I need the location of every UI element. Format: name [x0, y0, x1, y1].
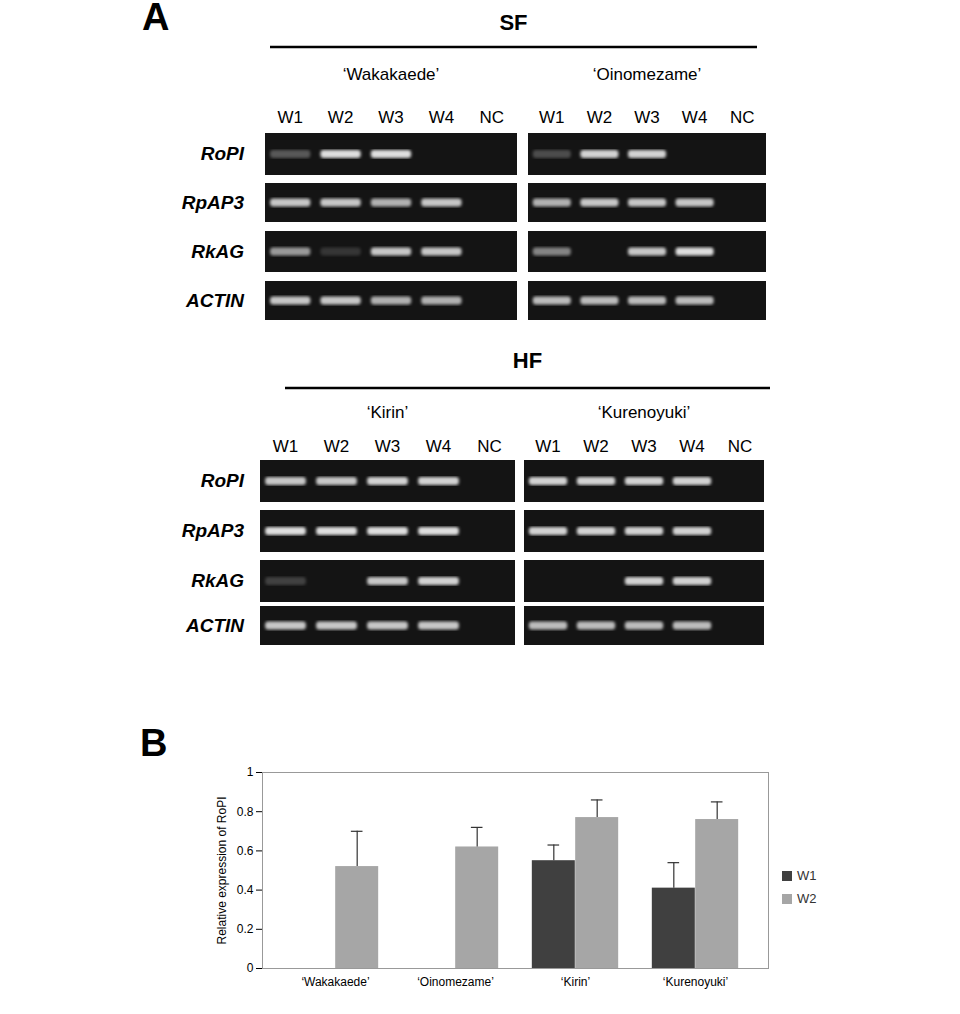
html-text:B: B [140, 722, 168, 764]
svg-text:W4: W4 [429, 108, 455, 127]
svg-text:W1: W1 [535, 437, 561, 456]
svg-text:W4: W4 [682, 108, 708, 127]
svg-text:RoPI: RoPI [201, 470, 245, 491]
svg-text:Relative expression of RoPI: Relative expression of RoPI [215, 796, 229, 944]
svg-text:RpAP3: RpAP3 [182, 520, 245, 541]
html-text:W1: W1 [797, 868, 817, 883]
svg-text:‘Oinomezame’: ‘Oinomezame’ [593, 65, 702, 84]
svg-text:W4: W4 [426, 437, 452, 456]
svg-text:NC: NC [730, 108, 755, 127]
svg-text:‘Kirin’: ‘Kirin’ [367, 403, 409, 422]
svg-text:0.8: 0.8 [237, 805, 254, 819]
svg-text:0.6: 0.6 [237, 844, 254, 858]
svg-text:W2: W2 [324, 437, 350, 456]
svg-text:W3: W3 [631, 437, 657, 456]
svg-text:W3: W3 [375, 437, 401, 456]
svg-text:‘Oinomezame’: ‘Oinomezame’ [417, 975, 494, 989]
svg-text:‘Kurenoyuki’: ‘Kurenoyuki’ [598, 403, 691, 422]
svg-text:NC: NC [477, 437, 502, 456]
html-text:W2: W2 [797, 891, 817, 906]
svg-text:‘Kirin’: ‘Kirin’ [561, 975, 590, 989]
svg-text:0.2: 0.2 [237, 922, 254, 936]
svg-text:NC: NC [728, 437, 753, 456]
svg-text:‘Wakakaede’: ‘Wakakaede’ [343, 65, 440, 84]
svg-text:RpAP3: RpAP3 [182, 192, 245, 213]
svg-text:0.4: 0.4 [237, 883, 254, 897]
svg-text:ACTIN: ACTIN [185, 290, 245, 311]
svg-text:NC: NC [480, 108, 505, 127]
svg-text:W1: W1 [273, 437, 299, 456]
svg-text:W3: W3 [378, 108, 404, 127]
svg-text:W2: W2 [587, 108, 613, 127]
svg-text:HF: HF [513, 348, 542, 373]
svg-text:A: A [142, 0, 169, 38]
svg-text:RoPI: RoPI [201, 143, 245, 164]
svg-text:‘Wakakaede’: ‘Wakakaede’ [301, 975, 369, 989]
svg-text:1: 1 [247, 765, 254, 779]
svg-text:W1: W1 [539, 108, 565, 127]
svg-text:W1: W1 [277, 108, 303, 127]
svg-text:ACTIN: ACTIN [185, 615, 245, 636]
svg-text:SF: SF [499, 10, 527, 35]
svg-text:W2: W2 [328, 108, 354, 127]
svg-text:0: 0 [247, 961, 254, 975]
svg-text:W2: W2 [583, 437, 609, 456]
svg-text:RkAG: RkAG [191, 241, 244, 262]
svg-text:‘Kurenoyuki’: ‘Kurenoyuki’ [663, 975, 728, 989]
svg-text:W3: W3 [634, 108, 660, 127]
svg-text:W4: W4 [679, 437, 705, 456]
svg-text:RkAG: RkAG [191, 570, 244, 591]
